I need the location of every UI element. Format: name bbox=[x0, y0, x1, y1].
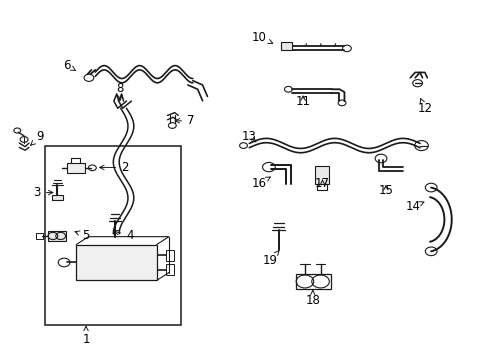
Text: 10: 10 bbox=[251, 31, 272, 44]
Text: 2: 2 bbox=[100, 161, 128, 174]
Bar bbox=[44, 146, 181, 325]
Bar bbox=[281, 42, 291, 50]
Bar bbox=[66, 163, 85, 173]
Text: 8: 8 bbox=[116, 82, 123, 101]
Text: 13: 13 bbox=[242, 130, 256, 144]
Bar bbox=[296, 274, 330, 289]
Text: 16: 16 bbox=[251, 177, 270, 190]
Text: 3: 3 bbox=[34, 186, 53, 199]
Text: 4: 4 bbox=[114, 229, 133, 242]
Text: 9: 9 bbox=[31, 130, 43, 145]
Bar bbox=[36, 233, 43, 239]
Text: 12: 12 bbox=[417, 98, 431, 115]
Text: 15: 15 bbox=[378, 184, 392, 197]
Text: 11: 11 bbox=[295, 95, 310, 108]
Text: 6: 6 bbox=[62, 59, 76, 72]
Bar bbox=[48, 231, 65, 241]
Bar bbox=[165, 250, 174, 261]
Text: 18: 18 bbox=[305, 291, 320, 307]
Text: 17: 17 bbox=[314, 177, 329, 190]
Text: 1: 1 bbox=[82, 326, 90, 346]
Bar bbox=[52, 195, 62, 200]
Bar bbox=[317, 184, 326, 190]
Bar bbox=[165, 264, 174, 275]
Text: 7: 7 bbox=[175, 114, 194, 127]
Text: 19: 19 bbox=[263, 251, 278, 267]
Text: 5: 5 bbox=[75, 229, 89, 242]
Bar bbox=[315, 166, 328, 184]
Text: 14: 14 bbox=[405, 201, 423, 213]
Bar bbox=[76, 244, 157, 280]
